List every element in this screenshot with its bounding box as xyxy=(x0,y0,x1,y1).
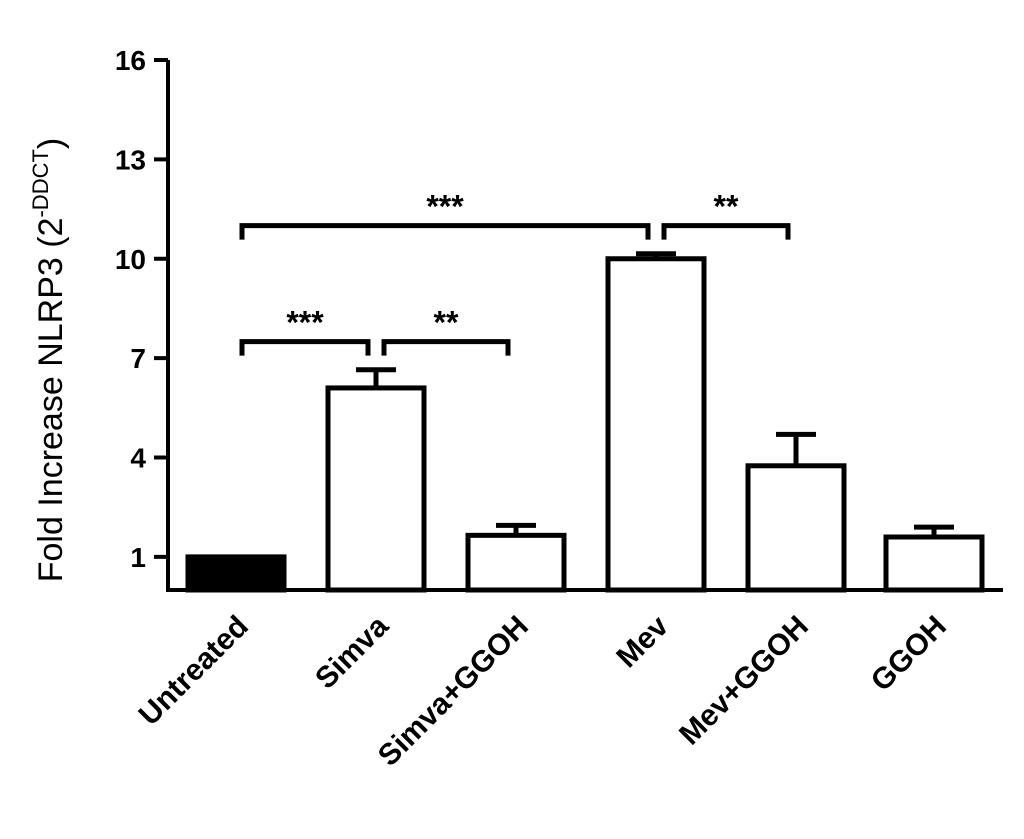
significance-bracket-1 xyxy=(661,223,791,240)
y-axis-title-superscript: -DDCT xyxy=(28,149,53,217)
bar-1 xyxy=(325,385,427,593)
significance-label-3: ** xyxy=(434,305,459,341)
x-category-label-3: Mev xyxy=(610,609,675,674)
bar-5 xyxy=(883,534,985,593)
bar-4 xyxy=(745,463,847,593)
significance-label-0: *** xyxy=(426,189,464,225)
x-category-label-1: Simva xyxy=(309,609,395,695)
significance-bracket-0 xyxy=(239,223,651,240)
significance-label-2: *** xyxy=(286,305,324,341)
y-axis-title-close: ) xyxy=(32,138,70,149)
x-category-label-0: Untreated xyxy=(133,610,255,732)
y-tick-label-2: 7 xyxy=(130,343,146,374)
y-tick-label-0: 1 xyxy=(130,542,146,573)
y-tick-label-1: 4 xyxy=(130,443,146,474)
significance-label-1: ** xyxy=(714,189,739,225)
x-category-label-4: Mev+GGOH xyxy=(673,610,815,752)
bar-3 xyxy=(605,256,707,593)
y-tick-label-3: 10 xyxy=(115,244,146,275)
x-category-label-2: Simva+GGOH xyxy=(372,610,535,773)
bar-0 xyxy=(185,554,287,593)
y-tick-label-4: 13 xyxy=(115,144,146,175)
significance-bracket-2 xyxy=(239,339,371,356)
y-axis-title: Fold Increase NLRP3 (2-DDCT) xyxy=(28,138,70,583)
y-axis-title-main: Fold Increase NLRP3 (2 xyxy=(32,218,70,583)
x-category-label-5: GGOH xyxy=(865,610,953,698)
bar-2 xyxy=(465,532,567,593)
y-tick-label-5: 16 xyxy=(115,45,146,76)
significance-bracket-3 xyxy=(381,339,511,356)
